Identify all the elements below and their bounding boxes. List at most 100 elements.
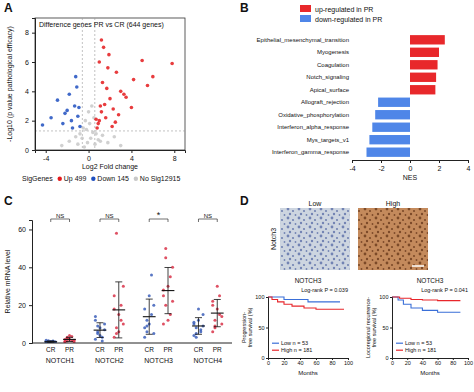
point (99, 104, 103, 108)
bar (378, 98, 410, 107)
point (103, 103, 107, 107)
point (119, 90, 123, 94)
point (122, 92, 126, 96)
yticks-axis: 050100 (379, 294, 392, 361)
bar (410, 35, 445, 44)
point (78, 132, 82, 136)
point (115, 232, 118, 235)
point (192, 321, 195, 324)
tick-label: Coagulation (317, 62, 349, 68)
yticks-axis: 02468 (25, 19, 35, 154)
tick-label: 100 (379, 294, 388, 300)
tick-label: 40 (420, 360, 426, 366)
tick-mark (89, 150, 90, 153)
point (63, 112, 67, 116)
point (75, 85, 79, 89)
point (211, 330, 214, 333)
x-axis-title: Months (420, 370, 440, 376)
tick-mark (266, 358, 268, 359)
legend-marker (300, 15, 311, 22)
mean-line (112, 309, 125, 310)
point (150, 313, 153, 316)
tick: 80 (450, 358, 456, 366)
point (102, 46, 106, 50)
y-axis-title: Locoregional recurrence-free survival (%… (365, 297, 377, 358)
plot-area (268, 297, 344, 309)
panel-label: B (240, 1, 249, 15)
tick-label: 0 (22, 340, 26, 347)
point (167, 319, 170, 322)
point (195, 326, 198, 329)
legend-label: Down 145 (97, 175, 129, 182)
gene-label: NOTCH2 (95, 357, 124, 364)
point (99, 139, 103, 143)
point (91, 131, 95, 135)
tick-label: Oxidative_phosphorylation (278, 112, 349, 118)
y-axis-title: Relative mRNA level (4, 249, 11, 313)
gene-label: NOTCH1 (46, 357, 75, 364)
plot-area (392, 297, 460, 312)
tick: 0 (25, 147, 35, 154)
point (61, 122, 65, 126)
tick-label: 0 (409, 165, 413, 172)
legend-label: up-regulated in PR (315, 6, 373, 14)
tick: 20 (18, 302, 32, 309)
point (84, 119, 88, 123)
tick-label: 4 (130, 155, 134, 162)
tick-mark (46, 150, 47, 153)
tick-label: 50 (258, 325, 264, 331)
significance-label: NS (105, 213, 113, 219)
point (148, 294, 151, 297)
tick: 20 (405, 358, 411, 366)
threshold-line (35, 130, 185, 131)
point (107, 53, 111, 57)
tick-label: 40 (297, 360, 303, 366)
tick-mark (468, 160, 469, 163)
point (73, 104, 77, 108)
point (89, 136, 93, 140)
tick-label: 0 (87, 155, 91, 162)
tick: Interferon_alpha_response (277, 124, 352, 130)
group-label: PR (163, 346, 172, 353)
threshold-line (82, 18, 83, 150)
tick-label: 0 (391, 360, 394, 366)
survival-line (268, 297, 340, 302)
point (146, 84, 150, 88)
point (94, 117, 98, 121)
mean-line (63, 339, 76, 340)
point (95, 126, 99, 130)
legend-marker (91, 177, 95, 181)
point (115, 332, 118, 335)
point (211, 304, 214, 307)
tick-mark (131, 150, 132, 153)
point (130, 106, 134, 110)
xticks-axis: -4048 (36, 150, 186, 162)
point (76, 142, 80, 146)
tick-mark (29, 229, 32, 230)
figure: ADifference genes PR vs CR (644 genes)-4… (0, 0, 474, 392)
point (78, 125, 82, 129)
axis-line (353, 161, 469, 164)
tick: 4 (130, 150, 134, 162)
tick: Apical_surface (310, 87, 352, 93)
legend-label: Low n = 53 (281, 340, 308, 346)
point (108, 97, 112, 101)
point (150, 273, 153, 276)
error-cap (96, 322, 103, 323)
point (171, 300, 174, 303)
point (90, 104, 94, 108)
axis-line (390, 298, 393, 359)
tick: 0 (87, 150, 91, 162)
point (111, 107, 115, 111)
mean-line (162, 290, 175, 291)
tick: Myogenesis (317, 49, 352, 55)
tick-label: Epithelial_mesenchymal_transition (257, 37, 349, 43)
tick-label: 100 (255, 294, 264, 300)
tick-label: 0 (261, 355, 264, 361)
tick-mark (352, 160, 353, 163)
point (88, 122, 92, 126)
tick-mark (381, 160, 382, 163)
point (162, 294, 165, 297)
tick: -2 (378, 160, 384, 172)
point (67, 92, 71, 96)
